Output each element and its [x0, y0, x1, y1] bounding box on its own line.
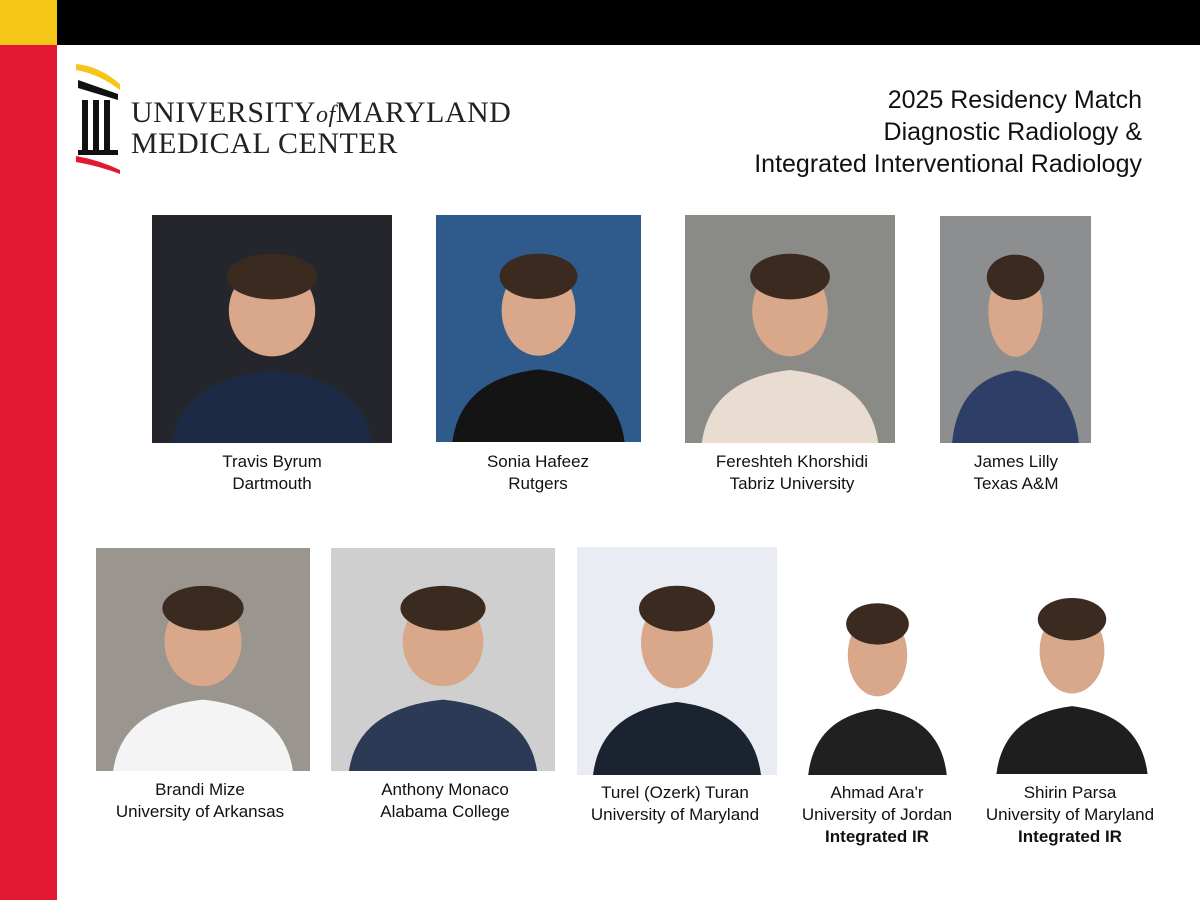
portrait-photo	[685, 215, 895, 443]
caption: Fereshteh Khorshidi Tabriz University	[662, 451, 922, 495]
portrait-photo	[152, 215, 392, 443]
person-school: Tabriz University	[729, 474, 855, 493]
portrait-photo	[436, 215, 641, 442]
portrait-photo	[96, 548, 310, 771]
person-name: Anthony Monaco	[381, 780, 509, 799]
person-name: Brandi Mize	[155, 780, 245, 799]
logo-word: of	[316, 102, 336, 128]
portrait-silhouette	[171, 253, 373, 443]
logo-emblem	[76, 64, 120, 174]
portrait-silhouette	[593, 585, 761, 775]
title-line: 2025 Residency Match	[887, 86, 1142, 114]
portrait-silhouette	[996, 598, 1148, 774]
logo-line-2: MEDICAL CENTER	[131, 127, 398, 160]
portrait-silhouette	[348, 585, 538, 771]
person-school: Texas A&M	[973, 474, 1059, 493]
caption: Brandi Mize University of Arkansas	[70, 779, 330, 823]
title-line: Diagnostic Radiology &	[883, 118, 1142, 146]
portrait-photo	[331, 548, 555, 771]
portrait-silhouette	[808, 603, 947, 775]
person-name: Travis Byrum	[222, 452, 322, 471]
person-school: University of Jordan	[801, 805, 953, 824]
caption: Ahmad Ara'r University of Jordan Integrate…	[747, 782, 1007, 848]
person-name: James Lilly	[973, 452, 1059, 471]
person-name: Ahmad Ara'r	[830, 783, 924, 802]
logo-line-1: UNIVERSITYofMARYLAND	[131, 98, 511, 130]
person-school: University of Maryland	[985, 805, 1155, 824]
title-line: Integrated Interventional Radiology	[754, 150, 1142, 178]
person-school: Dartmouth	[232, 474, 312, 493]
caption: Shirin Parsa University of Maryland Integr…	[940, 782, 1200, 848]
portrait-silhouette	[113, 585, 293, 771]
person-school: Rutgers	[508, 474, 568, 493]
corner-block	[0, 0, 57, 45]
caption: Sonia Hafeez Rutgers	[408, 451, 668, 495]
portrait-silhouette	[452, 253, 625, 442]
slide-title: 2025 Residency Match Diagnostic Radiolog…	[754, 84, 1142, 180]
top-bar	[0, 0, 1200, 45]
caption: James Lilly Texas A&M	[886, 451, 1146, 495]
person-name: Shirin Parsa	[1023, 783, 1117, 802]
caption: Travis Byrum Dartmouth	[142, 451, 402, 495]
person-program: Integrated IR	[1018, 827, 1122, 846]
portrait-silhouette	[952, 254, 1079, 443]
caption: Anthony Monaco Alabama College	[315, 779, 575, 823]
logo-word: UNIVERSITY	[131, 96, 316, 129]
caption: Turel (Ozerk) Turan University of Marylan…	[545, 782, 805, 826]
side-bar	[0, 45, 57, 900]
portrait-photo	[982, 562, 1162, 774]
logo-word: MARYLAND	[335, 96, 512, 129]
person-name: Fereshteh Khorshidi	[715, 452, 869, 471]
portrait-photo	[795, 568, 960, 775]
portrait-photo	[577, 547, 777, 775]
person-name: Turel (Ozerk) Turan	[601, 783, 749, 802]
person-school: University of Maryland	[590, 805, 760, 824]
portrait-photo	[940, 216, 1091, 443]
person-program: Integrated IR	[825, 827, 929, 846]
portrait-silhouette	[701, 253, 879, 443]
person-name: Sonia Hafeez	[486, 452, 590, 471]
person-school: Alabama College	[380, 802, 510, 821]
person-school: University of Arkansas	[115, 802, 285, 821]
